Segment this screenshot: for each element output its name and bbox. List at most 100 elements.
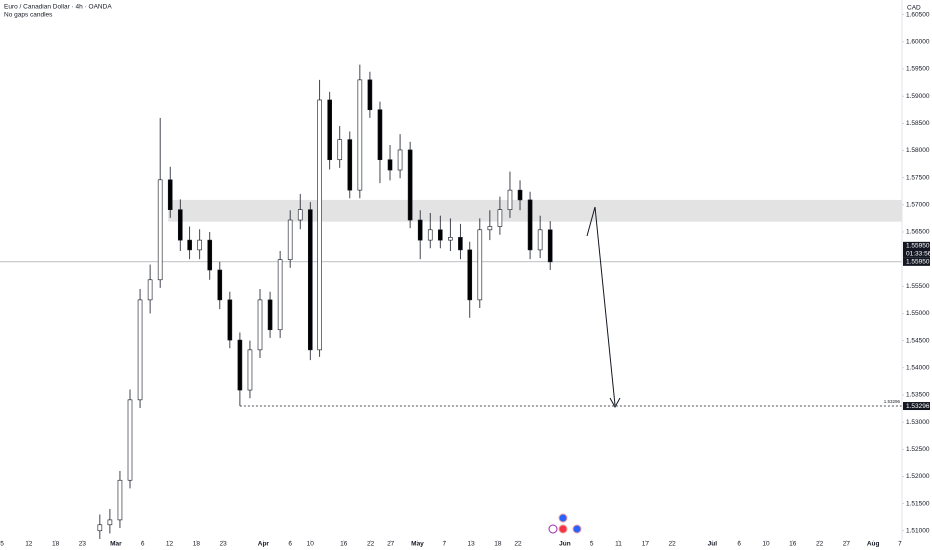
candle-body <box>467 249 473 301</box>
event-icon[interactable] <box>572 524 582 534</box>
candle-body <box>177 209 183 241</box>
y-tick-label: 1.52500 <box>906 446 930 453</box>
x-tick-label: 27 <box>387 541 395 548</box>
y-tick-label: 1.56500 <box>906 229 930 236</box>
candle-body <box>237 339 243 391</box>
candle-body <box>97 524 103 532</box>
x-tick-label: 12 <box>25 541 33 548</box>
x-tick-label: Jul <box>708 541 718 548</box>
candle-body <box>307 209 313 351</box>
last-price-label: 1.55950 <box>906 259 930 266</box>
candle-body <box>117 479 123 521</box>
currency-label: CAD <box>907 5 921 12</box>
candle-body <box>547 229 553 263</box>
x-tick-label: 22 <box>669 541 677 548</box>
candle-body <box>317 99 322 351</box>
x-tick-label: 22 <box>514 541 522 548</box>
y-tick-label: 1.59500 <box>906 66 930 73</box>
candle-body <box>387 159 393 171</box>
y-tick-label: 1.57500 <box>906 174 930 181</box>
x-tick-label: 23 <box>79 541 87 548</box>
x-tick-label: 6 <box>141 541 145 548</box>
candle-body <box>327 99 333 161</box>
x-tick-label: 17 <box>642 541 650 548</box>
candle-body <box>367 79 373 111</box>
chart-subtitle: No gaps candles <box>4 12 53 19</box>
y-tick-label: 1.54500 <box>906 337 930 344</box>
x-tick-label: 11 <box>615 541 622 548</box>
target-label: 1.53296 <box>906 403 930 410</box>
x-tick-label: 22 <box>816 541 824 548</box>
y-tick-label: 1.58000 <box>906 147 930 154</box>
candle-body <box>517 189 523 201</box>
x-tick-label: 7 <box>442 541 446 548</box>
target-box <box>903 402 930 411</box>
candle-body <box>197 239 202 251</box>
x-tick-label: 23 <box>220 541 228 548</box>
candle-body <box>347 139 353 191</box>
price-box <box>903 241 930 258</box>
candle-body <box>187 239 192 251</box>
x-tick-label: May <box>411 541 424 548</box>
candle-body <box>167 179 173 210</box>
candle-body <box>207 239 213 271</box>
candle-body <box>407 149 413 221</box>
event-icon[interactable] <box>548 524 558 534</box>
x-tick-label: 10 <box>307 541 315 548</box>
x-tick-label: 22 <box>367 541 375 548</box>
background-layer: 1.53296 <box>0 199 903 407</box>
candle-body <box>427 229 433 241</box>
y-tick-label: 1.53500 <box>906 392 930 399</box>
candle-body <box>107 519 113 526</box>
resistance-zone <box>168 199 903 222</box>
candle-body <box>477 229 483 301</box>
candle-body <box>507 189 513 210</box>
x-tick-label: 13 <box>467 541 475 548</box>
candle-body <box>357 79 363 191</box>
x-tick-label: 10 <box>762 541 770 548</box>
x-tick-label: 5 <box>0 541 4 548</box>
y-tick-label: 1.60000 <box>906 39 930 46</box>
y-tick-label: 1.59000 <box>906 93 930 100</box>
candle-body <box>267 299 273 331</box>
x-tick-label: 7 <box>898 541 902 548</box>
x-tick-label: 6 <box>288 541 292 548</box>
arrow-head <box>609 397 621 409</box>
last-price-label: 1.55950 <box>906 243 930 250</box>
candle-body <box>277 259 283 331</box>
x-tick-label: 12 <box>166 541 174 548</box>
x-tick-label: 16 <box>340 541 348 548</box>
candle-body <box>497 209 503 227</box>
y-tick-label: 1.60500 <box>906 11 930 18</box>
event-icon[interactable] <box>558 524 568 534</box>
y-tick-label: 1.53000 <box>906 419 930 426</box>
y-tick-label: 1.58500 <box>906 120 930 127</box>
candle-body <box>297 209 303 221</box>
candle-body <box>127 399 133 481</box>
x-tick-label: Mar <box>110 541 122 548</box>
candle-body <box>227 299 233 341</box>
countdown-label: 01:33:56 <box>906 251 932 258</box>
y-tick-label: 1.55500 <box>906 283 930 290</box>
candle-body <box>537 229 543 251</box>
price-box <box>903 257 930 266</box>
candle-body <box>437 229 443 241</box>
candle-body <box>377 109 383 161</box>
event-icon[interactable] <box>558 513 568 523</box>
y-tick-label: 1.52000 <box>906 473 930 480</box>
projection-arrow <box>586 206 616 406</box>
candle-body <box>337 139 343 161</box>
x-tick-label: 27 <box>843 541 851 548</box>
candle-body <box>257 299 263 351</box>
chart-title: Euro / Canadian Dollar · 4h · OANDA <box>4 4 112 11</box>
candle-body <box>247 349 253 391</box>
candle-body <box>137 299 143 401</box>
candle-body <box>287 219 293 260</box>
candle-body <box>487 226 493 231</box>
candle-body <box>217 269 223 301</box>
y-tick-label: 1.51000 <box>906 527 930 534</box>
y-tick-label: 1.51500 <box>906 500 930 507</box>
x-tick-label: 6 <box>737 541 741 548</box>
